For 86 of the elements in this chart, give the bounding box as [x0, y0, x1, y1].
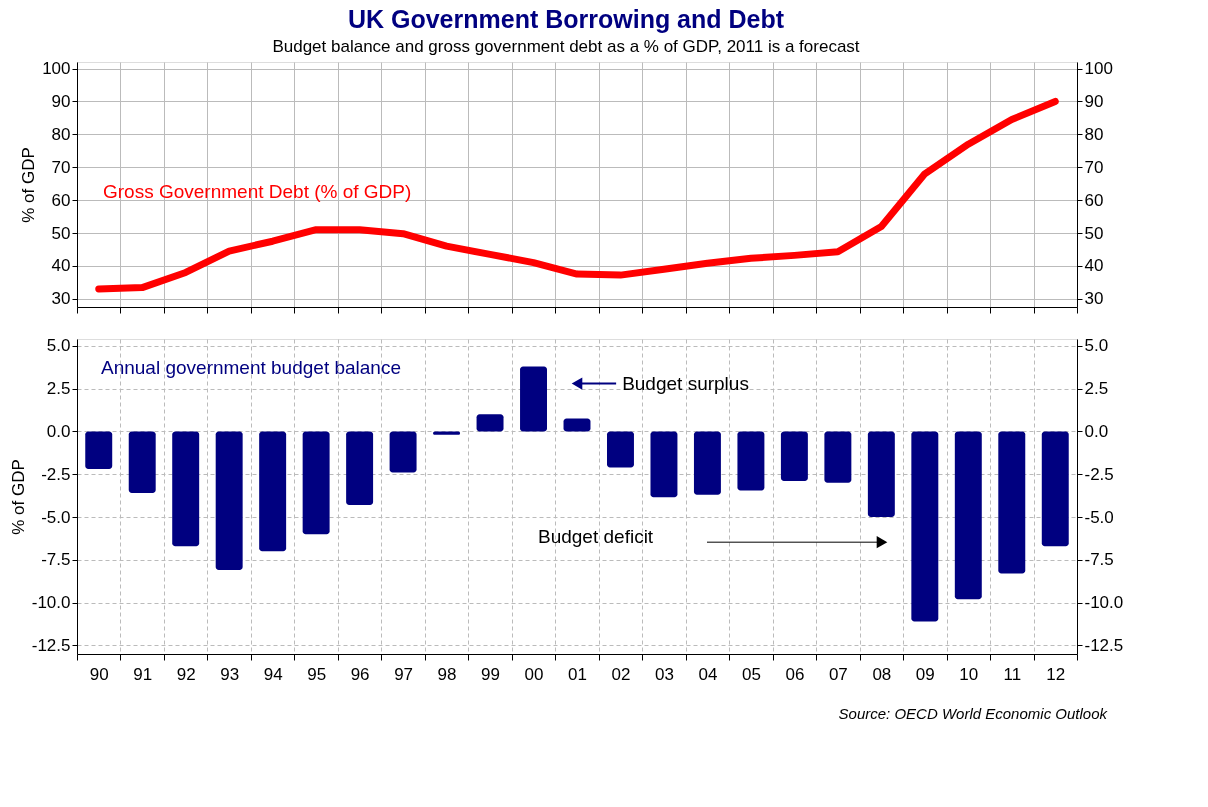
- y-tick-label: 40: [51, 256, 71, 276]
- x-tick-label: 09: [915, 664, 935, 684]
- bar: [867, 431, 895, 518]
- y2-tick-label: 60: [1084, 190, 1104, 210]
- y-tick-label: 90: [51, 91, 71, 111]
- x-tick-label: 11: [1003, 664, 1022, 684]
- y2-tick-label: 100: [1084, 59, 1113, 79]
- x-tick-label: 00: [524, 664, 544, 684]
- x-tick-label: 98: [437, 664, 457, 684]
- x-tick-label: 01: [568, 664, 587, 684]
- x-tick-label: 91: [133, 664, 153, 684]
- y2-tick-label: -10.0: [1084, 593, 1124, 613]
- bar: [1041, 431, 1069, 547]
- y-axis-title: % of GDP: [8, 459, 28, 535]
- chart-subtitle: Budget balance and gross government debt as a % of GDP, 2011 is a forecast: [272, 37, 860, 57]
- bar: [259, 431, 287, 552]
- y-tick-label: 2.5: [46, 379, 71, 399]
- x-tick-label: 07: [828, 664, 848, 684]
- y-tick-label: 60: [51, 190, 71, 210]
- bar: [607, 431, 634, 468]
- x-tick-label: 99: [481, 664, 500, 684]
- y-tick-label: 5.0: [46, 336, 71, 356]
- x-tick-label: 06: [785, 664, 805, 684]
- y2-tick-label: 40: [1084, 256, 1104, 276]
- bar: [650, 431, 678, 498]
- y2-tick-label: 90: [1084, 91, 1104, 111]
- y-tick-label: -12.5: [31, 635, 71, 655]
- x-tick-label: 95: [307, 664, 327, 684]
- x-tick-label: 93: [220, 664, 240, 684]
- y2-tick-label: 0.0: [1084, 421, 1109, 441]
- bar: [693, 431, 721, 495]
- bar: [215, 431, 243, 571]
- x-tick-label: 90: [89, 664, 109, 684]
- text: Annual government budget balance: [101, 357, 402, 379]
- x-tick-label: 08: [872, 664, 892, 684]
- x-tick-label: 12: [1046, 664, 1066, 684]
- y2-tick-label: 70: [1084, 157, 1104, 177]
- source-note: Source: OECD World Economic Outlook: [838, 705, 1109, 722]
- y2-tick-label: 80: [1084, 124, 1104, 144]
- y2-tick-label: -7.5: [1084, 550, 1114, 570]
- y-tick-label: 0.0: [46, 421, 71, 441]
- y-tick-label: -5.0: [41, 507, 71, 527]
- bar: [824, 431, 852, 483]
- bar: [780, 431, 808, 482]
- bar: [476, 414, 504, 432]
- y-tick-label: 80: [51, 124, 71, 144]
- x-tick-label: 05: [741, 664, 761, 684]
- x-tick-label: 03: [655, 664, 674, 684]
- bar: [302, 431, 330, 535]
- x-tick-label: 94: [263, 664, 283, 684]
- bar: [737, 431, 765, 491]
- y2-tick-label: -5.0: [1084, 507, 1114, 527]
- chart-title: UK Government Borrowing and Debt: [347, 5, 785, 34]
- y2-tick-label: 5.0: [1084, 336, 1109, 356]
- x-tick-label: 92: [176, 664, 196, 684]
- x-tick-label: 96: [350, 664, 370, 684]
- y2-tick-label: 30: [1084, 289, 1104, 309]
- x-tick-label: 10: [959, 664, 979, 684]
- y2-tick-label: -2.5: [1084, 464, 1114, 484]
- bar: [563, 418, 591, 432]
- x-tick-label: 97: [394, 664, 414, 684]
- y-tick-label: 100: [42, 59, 71, 79]
- y-tick-label: -2.5: [41, 464, 71, 484]
- x-tick-label: 04: [698, 664, 718, 684]
- y2-tick-label: 2.5: [1084, 379, 1109, 399]
- annotation: Budget deficit: [538, 526, 654, 548]
- y2-tick-label: -12.5: [1084, 635, 1124, 655]
- x-tick-label: 02: [611, 664, 631, 684]
- annotation: Budget surplus: [622, 372, 749, 394]
- bar: [389, 431, 417, 473]
- y2-tick-label: 50: [1084, 223, 1104, 243]
- bar: [520, 366, 547, 432]
- bar: [172, 431, 200, 547]
- y-tick-label: -7.5: [41, 550, 71, 570]
- y-tick-label: 70: [51, 157, 71, 177]
- y-tick-label: -10.0: [31, 593, 71, 613]
- bar: [85, 431, 113, 470]
- bar: [346, 431, 374, 506]
- bar: [128, 431, 156, 494]
- bar: [998, 431, 1026, 574]
- y-tick-label: 50: [51, 223, 71, 243]
- y-tick-label: 30: [51, 289, 71, 309]
- bar: [911, 431, 939, 622]
- series-label: Gross Government Debt (% of GDP): [103, 180, 412, 202]
- y-axis-title: % of GDP: [19, 147, 39, 223]
- bar: [954, 431, 982, 600]
